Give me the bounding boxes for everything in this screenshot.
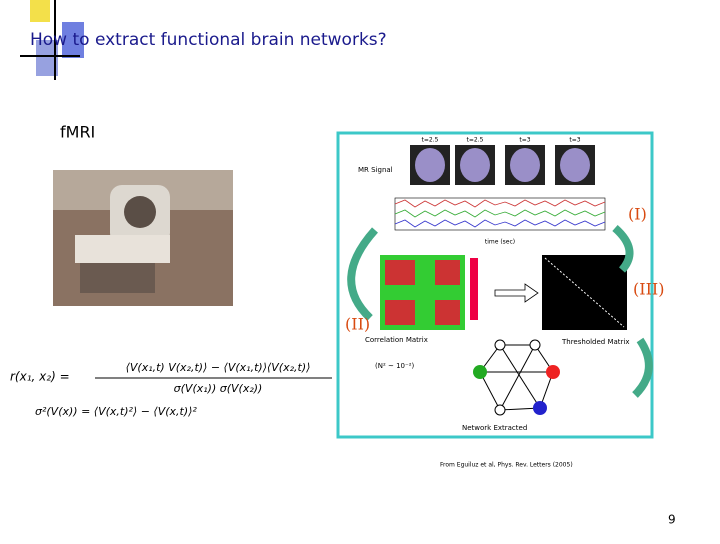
signal-trace <box>394 209 606 218</box>
network-node <box>529 339 541 351</box>
signal-trace <box>394 219 606 228</box>
brain <box>415 148 445 182</box>
network: Network Extracted <box>462 339 560 432</box>
step-label: (III) <box>633 280 664 299</box>
network-node <box>473 365 487 379</box>
brain <box>510 148 540 182</box>
matrix-block <box>385 260 415 285</box>
network-node <box>494 404 506 416</box>
colorbar <box>470 258 478 320</box>
signal-label: MR Signal <box>358 166 393 174</box>
scanner-bed <box>75 235 170 263</box>
time-label: t=3 <box>519 137 530 144</box>
time-label: t=2.5 <box>467 137 484 144</box>
network-node <box>546 365 560 379</box>
matrix-caption: Thresholded Matrix <box>561 338 630 346</box>
network-caption: Network Extracted <box>462 424 527 432</box>
matrix-note: (N² ~ 10⁻²) <box>375 362 414 370</box>
deco-square <box>36 40 58 76</box>
scanner-photo <box>53 170 233 306</box>
deco-square <box>62 22 84 58</box>
formula-denominator: σ(V(x₁)) σ(V(x₂)) <box>174 382 263 395</box>
signal-trace <box>394 199 606 208</box>
citation: From Eguiluz et al, Phys. Rev. Letters (… <box>440 462 573 469</box>
time-series: time (sec) <box>394 197 606 246</box>
network-node <box>533 401 547 415</box>
deco-square <box>30 0 50 22</box>
matrix-block <box>435 300 460 325</box>
step-label: (II) <box>345 315 370 334</box>
formula-variance: σ²(V(x)) = ⟨V(x,t)²⟩ − ⟨V(x,t)⟩² <box>35 405 197 418</box>
step-label: (I) <box>628 205 647 224</box>
curved-arrow <box>347 227 378 321</box>
scanner-bore <box>124 196 156 228</box>
matrix-caption: Correlation Matrix <box>365 336 428 344</box>
thresholded-matrix: Thresholded Matrix <box>542 255 630 346</box>
correlation-matrix: Correlation Matrix (N² ~ 10⁻²) <box>365 255 478 370</box>
arrow <box>494 283 539 303</box>
bed-base <box>80 263 155 293</box>
page-number: 9 <box>668 513 676 527</box>
formula-numerator: ⟨V(x₁,t) V(x₂,t)⟩ − ⟨V(x₁,t)⟩⟨V(x₂,t)⟩ <box>126 361 311 374</box>
matrix-block <box>435 260 460 285</box>
curved-arrow <box>632 337 653 398</box>
curved-arrow <box>612 224 634 273</box>
axis-label: time (sec) <box>485 239 515 246</box>
brain-slices: t=2.5 t=2.5 t=3 t=3 <box>410 137 595 185</box>
brain <box>560 148 590 182</box>
brain <box>460 148 490 182</box>
matrix-block <box>385 300 415 325</box>
formula-lhs: r(x₁, x₂) = <box>10 370 70 384</box>
network-edge <box>499 344 541 409</box>
time-label: t=3 <box>569 137 580 144</box>
section-label: fMRI <box>60 123 95 142</box>
matrix-diagonal <box>544 257 625 328</box>
time-label: t=2.5 <box>422 137 439 144</box>
network-edge <box>499 344 536 411</box>
network-node <box>494 339 506 351</box>
slide-title: How to extract functional brain networks… <box>30 30 387 50</box>
